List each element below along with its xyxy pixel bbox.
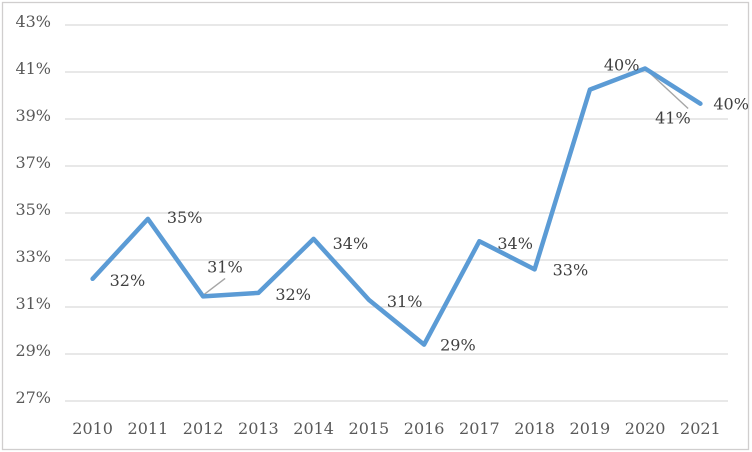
x-tick-label: 2015 (349, 419, 390, 438)
x-tick-label: 2013 (238, 419, 279, 438)
data-label-leader-line (646, 69, 689, 109)
data-label: 33% (553, 260, 589, 279)
data-label: 31% (207, 257, 243, 276)
y-tick-label: 43% (15, 12, 51, 31)
x-tick-label: 2020 (625, 419, 666, 438)
y-tick-label: 39% (15, 106, 51, 125)
y-tick-label: 27% (15, 388, 51, 407)
y-tick-label: 35% (15, 200, 51, 219)
data-label: 40% (604, 56, 640, 75)
data-label: 34% (497, 234, 533, 253)
y-tick-label: 41% (15, 59, 51, 78)
data-label: 41% (655, 108, 691, 127)
x-tick-label: 2010 (72, 419, 113, 438)
x-tick-label: 2016 (404, 419, 445, 438)
data-label: 32% (275, 285, 311, 304)
data-label: 32% (110, 271, 146, 290)
y-tick-label: 29% (15, 341, 51, 360)
x-tick-label: 2017 (459, 419, 500, 438)
x-tick-label: 2011 (128, 419, 169, 438)
data-label-leader-line (203, 277, 226, 295)
x-tick-label: 2019 (570, 419, 611, 438)
x-tick-label: 2018 (514, 419, 555, 438)
y-tick-label: 33% (15, 247, 51, 266)
data-series-line (90, 66, 703, 347)
x-tick-label: 2021 (680, 419, 721, 438)
data-label: 34% (333, 234, 369, 253)
x-tick-label: 2014 (293, 419, 334, 438)
data-label: 29% (440, 336, 476, 355)
y-tick-label: 37% (15, 153, 51, 172)
data-label: 31% (387, 292, 423, 311)
x-tick-label: 2012 (183, 419, 224, 438)
data-label: 40% (713, 95, 749, 114)
data-label: 35% (167, 208, 203, 227)
y-tick-label: 31% (15, 294, 51, 313)
